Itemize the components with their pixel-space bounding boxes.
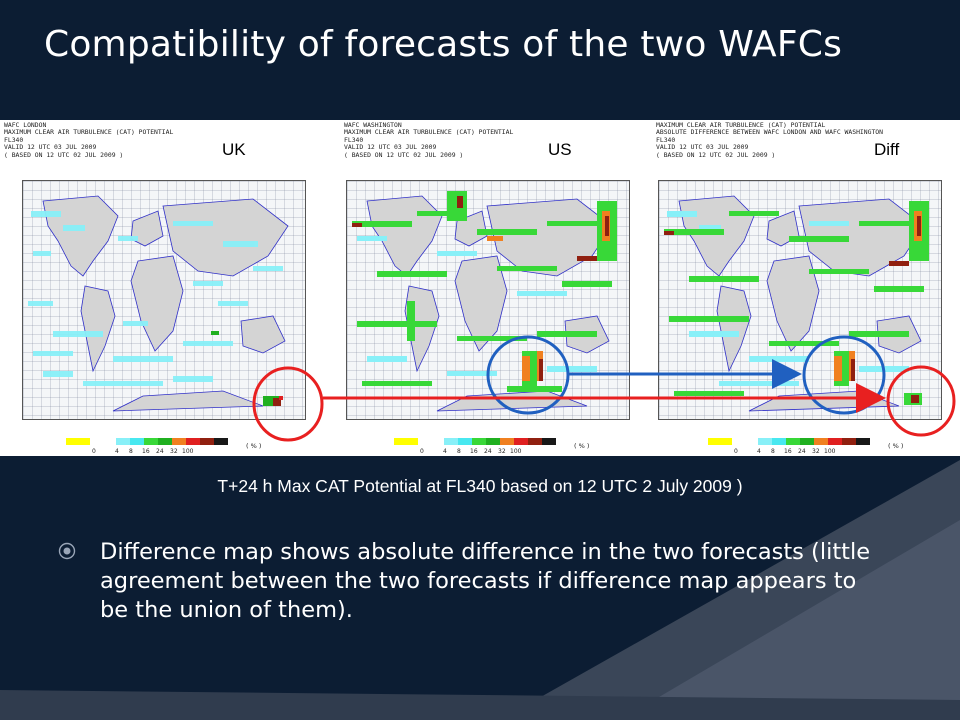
panel-uk-header: WAFC LONDON MAXIMUM CLEAR AIR TURBULENCE… [4,121,174,159]
legend-uk: 0 4 8 16 24 32 100 ( % ) [66,438,296,458]
slide-title: Compatibility of forecasts of the two WA… [44,24,843,65]
bullet-point: Difference map shows absolute difference… [58,538,888,625]
forecast-maps-band: WAFC LONDON MAXIMUM CLEAR AIR TURBULENCE… [0,120,960,456]
panel-diff-label: Diff [874,140,900,159]
bullet-text: Difference map shows absolute difference… [100,539,871,623]
legend-zero-swatch [66,438,90,445]
circled-dot-bullet-icon [58,542,76,560]
figure-caption: T+24 h Max CAT Potential at FL340 based … [217,476,743,496]
legend-us: 0 4 8 16 24 32 100 ( % ) [394,438,624,458]
map-uk [22,180,306,420]
panel-uk-label: UK [222,140,246,159]
map-us [346,180,630,420]
map-diff [658,180,942,420]
panel-diff-header: MAXIMUM CLEAR AIR TURBULENCE (CAT) POTEN… [656,121,884,159]
panel-us-label: US [548,140,572,159]
panel-us-header: WAFC WASHINGTON MAXIMUM CLEAR AIR TURBUL… [344,121,514,159]
legend-diff: 0 4 8 16 24 32 100 ( % ) [708,438,938,458]
